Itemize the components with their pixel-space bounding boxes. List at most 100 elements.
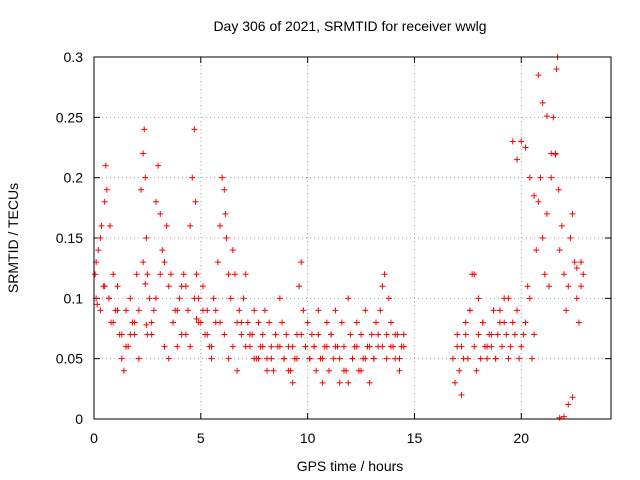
data-point <box>522 319 529 326</box>
data-point <box>182 331 189 338</box>
y-tick-label: 0.3 <box>64 49 84 65</box>
data-point <box>92 271 99 278</box>
data-point <box>567 235 574 241</box>
data-point <box>138 186 144 193</box>
data-point <box>528 355 535 362</box>
data-point <box>229 247 236 254</box>
data-point <box>362 355 369 362</box>
data-point <box>454 331 461 338</box>
data-point <box>165 355 172 362</box>
data-point <box>167 271 174 278</box>
data-point <box>340 367 347 374</box>
data-point <box>505 295 512 302</box>
data-point <box>396 355 403 362</box>
x-tick-label: 10 <box>300 430 316 446</box>
data-point <box>259 343 266 350</box>
data-point <box>387 343 394 350</box>
data-point <box>191 295 198 302</box>
data-point <box>210 295 217 302</box>
data-point <box>501 319 508 326</box>
data-point <box>464 355 471 362</box>
data-point <box>143 321 150 328</box>
data-point <box>255 355 262 362</box>
data-point <box>219 174 226 181</box>
data-point <box>315 307 322 314</box>
data-point <box>266 319 273 326</box>
data-point <box>272 331 279 338</box>
data-point <box>289 379 296 386</box>
y-tick-label: 0.1 <box>64 290 84 306</box>
data-point <box>347 331 354 338</box>
data-point <box>107 222 114 229</box>
data-point <box>535 198 542 205</box>
x-tick-label: 5 <box>197 430 205 446</box>
data-point <box>127 331 134 338</box>
data-point <box>340 343 347 350</box>
data-point <box>289 343 296 350</box>
data-point <box>242 271 249 278</box>
data-point <box>234 367 241 374</box>
data-point <box>475 295 482 302</box>
data-point <box>565 401 572 408</box>
y-tick-label: 0 <box>75 411 83 427</box>
data-point <box>140 150 147 157</box>
data-point <box>118 331 125 338</box>
data-point <box>561 271 567 278</box>
data-point <box>140 259 147 266</box>
data-point <box>165 283 172 290</box>
data-point <box>569 394 576 401</box>
data-point <box>193 315 200 322</box>
data-point <box>161 259 168 266</box>
data-point <box>261 307 268 314</box>
data-point <box>392 331 399 338</box>
data-point <box>195 319 202 326</box>
data-point <box>141 126 148 133</box>
data-point <box>505 355 512 362</box>
data-point <box>462 319 469 326</box>
data-point <box>366 379 373 386</box>
data-point <box>192 198 199 205</box>
data-point <box>345 379 352 386</box>
data-point <box>336 379 343 386</box>
data-point <box>336 355 343 362</box>
data-point <box>379 343 386 350</box>
data-point <box>362 307 369 314</box>
data-point <box>456 367 463 374</box>
data-point <box>484 355 491 362</box>
data-point <box>509 138 516 145</box>
data-point <box>496 307 503 314</box>
data-point <box>236 307 243 314</box>
data-point <box>178 283 185 290</box>
plot-frame <box>93 56 612 420</box>
data-point <box>191 126 198 133</box>
data-point <box>555 186 562 193</box>
y-axis-label: SRMTID / TECUs <box>5 183 21 293</box>
data-point <box>110 319 117 326</box>
data-point <box>110 271 117 278</box>
data-point <box>225 355 232 362</box>
x-tick-label: 15 <box>407 430 423 446</box>
data-point <box>539 99 546 106</box>
data-point <box>127 295 134 302</box>
y-tick-label: 0.05 <box>56 351 83 367</box>
y-tick-label: 0.25 <box>56 109 83 125</box>
data-point <box>385 295 392 302</box>
data-point <box>475 331 482 338</box>
data-point <box>114 307 121 314</box>
data-point <box>387 319 394 326</box>
data-point <box>238 319 245 326</box>
data-point <box>214 259 221 266</box>
data-point <box>174 343 181 350</box>
data-point <box>319 379 326 386</box>
data-point <box>170 319 177 326</box>
y-tick-label: 0.2 <box>64 170 84 186</box>
data-point <box>281 355 288 362</box>
data-point <box>518 138 525 145</box>
data-point <box>118 355 125 362</box>
data-point <box>174 307 181 314</box>
data-point <box>193 271 200 278</box>
data-point <box>458 343 465 350</box>
data-point <box>255 319 262 326</box>
